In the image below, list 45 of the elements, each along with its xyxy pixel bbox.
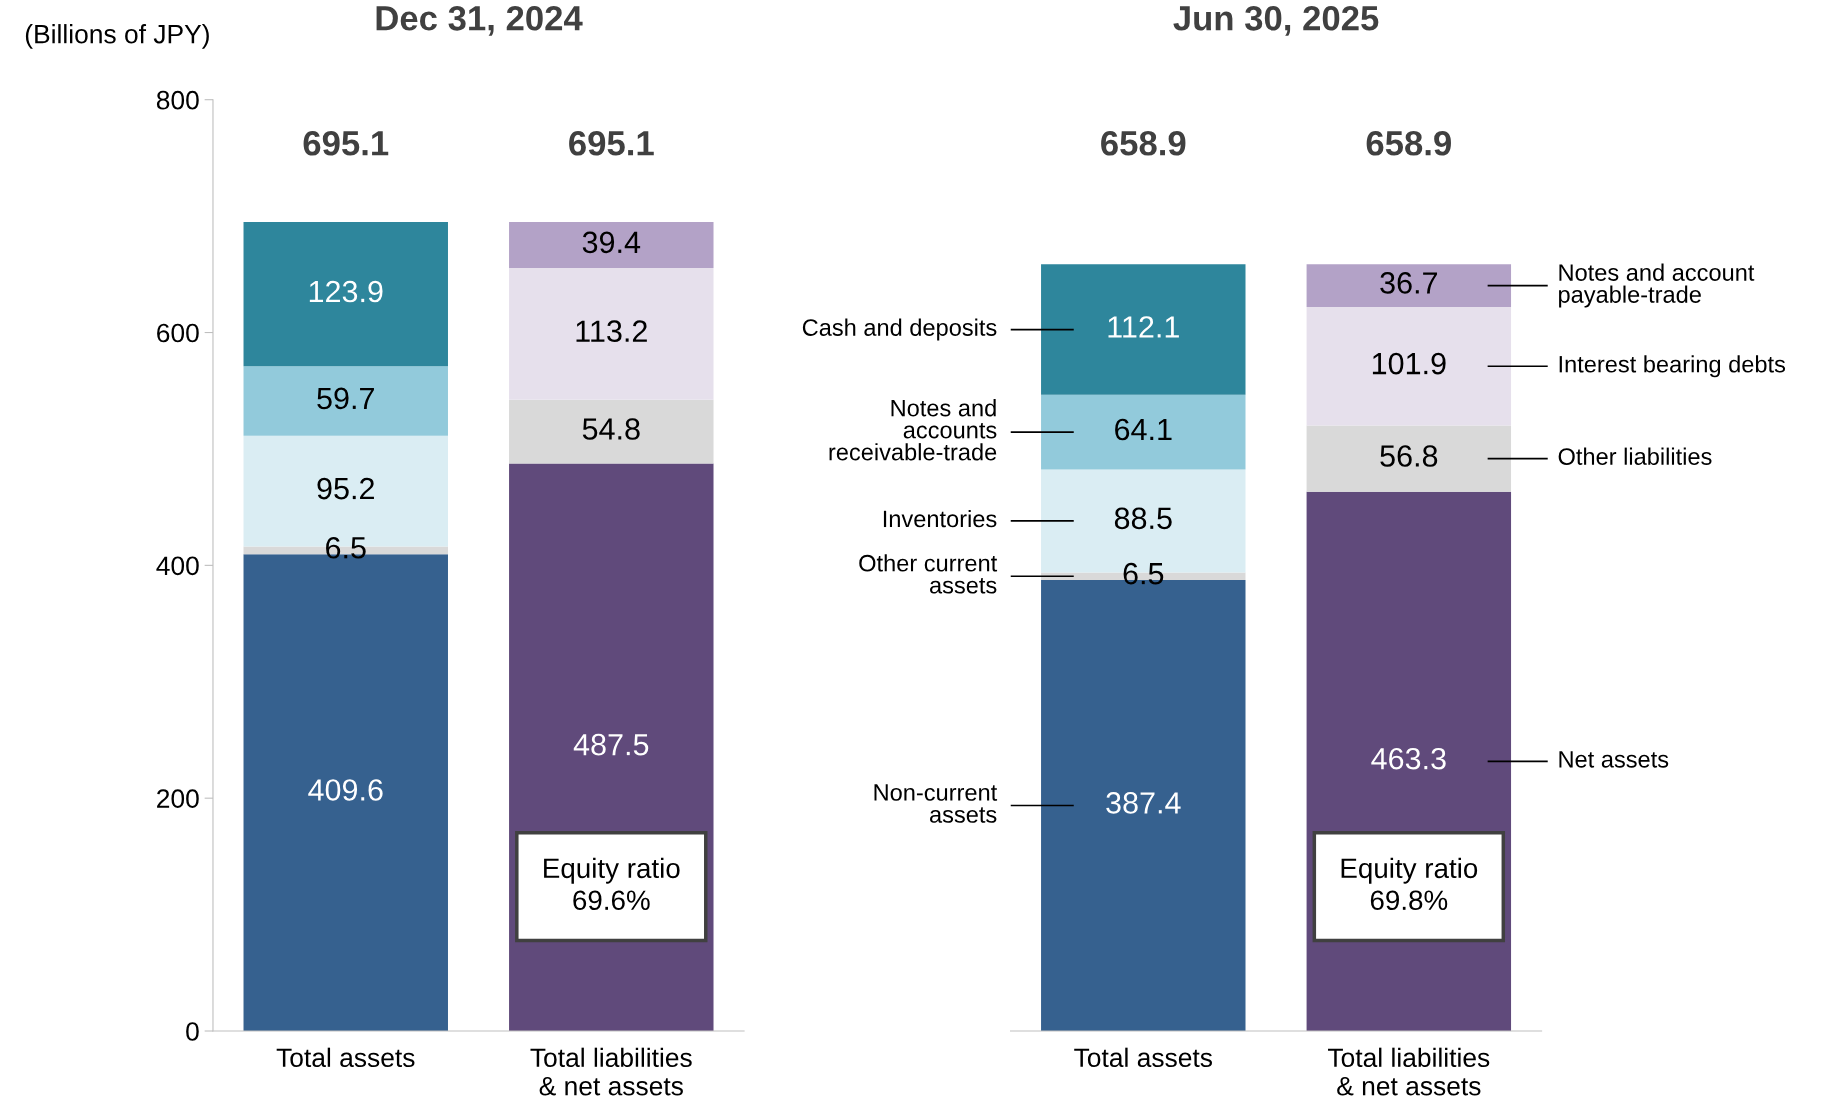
series-label: Non-current assets xyxy=(874,784,998,823)
text: Net assets xyxy=(1559,751,1669,768)
data-label: 387.4 xyxy=(1106,792,1181,814)
data-label: 59.7 xyxy=(317,387,374,410)
total-label: 695.1 xyxy=(569,131,654,156)
total-label: 695.1 xyxy=(303,131,389,156)
series-label: Inventories xyxy=(883,509,997,528)
data-label: 36.7 xyxy=(1380,272,1438,294)
data-label: 113.2 xyxy=(576,320,647,343)
data-label: 56.8 xyxy=(1380,445,1438,467)
text: Interest bearing debts xyxy=(1559,355,1786,378)
data-label: 409.6 xyxy=(308,779,383,801)
series-label: Cash and deposits xyxy=(802,318,997,341)
data-label: 487.5 xyxy=(573,733,649,756)
chart-title: Dec 31, 2024 xyxy=(376,6,583,36)
data-label: 112.1 xyxy=(1108,316,1179,338)
x-tick-label: Total liabilities & net assets xyxy=(1328,1047,1490,1096)
y-tick-label: 0 xyxy=(186,1022,199,1041)
total-label: 658.9 xyxy=(1366,131,1451,156)
data-label: 463.3 xyxy=(1371,747,1446,770)
data-label: 39.4 xyxy=(582,231,641,254)
data-label: 6.5 xyxy=(1123,562,1164,585)
data-label: 123.9 xyxy=(309,280,383,303)
data-label: 6.5 xyxy=(326,536,366,559)
annotation: Equity ratio 69.8% xyxy=(1341,857,1478,911)
x-tick-label: Total liabilities & net assets xyxy=(530,1047,692,1096)
data-label: 54.8 xyxy=(582,418,640,440)
annotation: Equity ratio 69.6% xyxy=(544,857,680,911)
total-label: 658.9 xyxy=(1101,131,1186,156)
y-tick-label: 200 xyxy=(157,789,199,808)
x-tick-label: Total assets xyxy=(276,1047,415,1068)
data-label: 88.5 xyxy=(1114,507,1172,530)
y-tick-label: 400 xyxy=(156,556,199,576)
y-tick-label: 600 xyxy=(157,323,199,343)
data-label: 64.1 xyxy=(1115,418,1172,441)
text: Other liabilities xyxy=(1558,447,1712,465)
text: Notes and account payable-trade xyxy=(1559,263,1755,308)
data-label: 95.2 xyxy=(317,477,374,500)
y-axis-title: (Billions of JPY) xyxy=(25,24,209,49)
series-label: Notes and accounts receivable-trade xyxy=(829,399,997,461)
data-label: 101.9 xyxy=(1372,352,1446,375)
x-tick-label: Total assets xyxy=(1074,1047,1212,1068)
y-tick-label: 800 xyxy=(156,90,199,110)
chart-title: Jun 30, 2025 xyxy=(1173,6,1379,36)
series-label: Other current assets xyxy=(859,554,998,594)
